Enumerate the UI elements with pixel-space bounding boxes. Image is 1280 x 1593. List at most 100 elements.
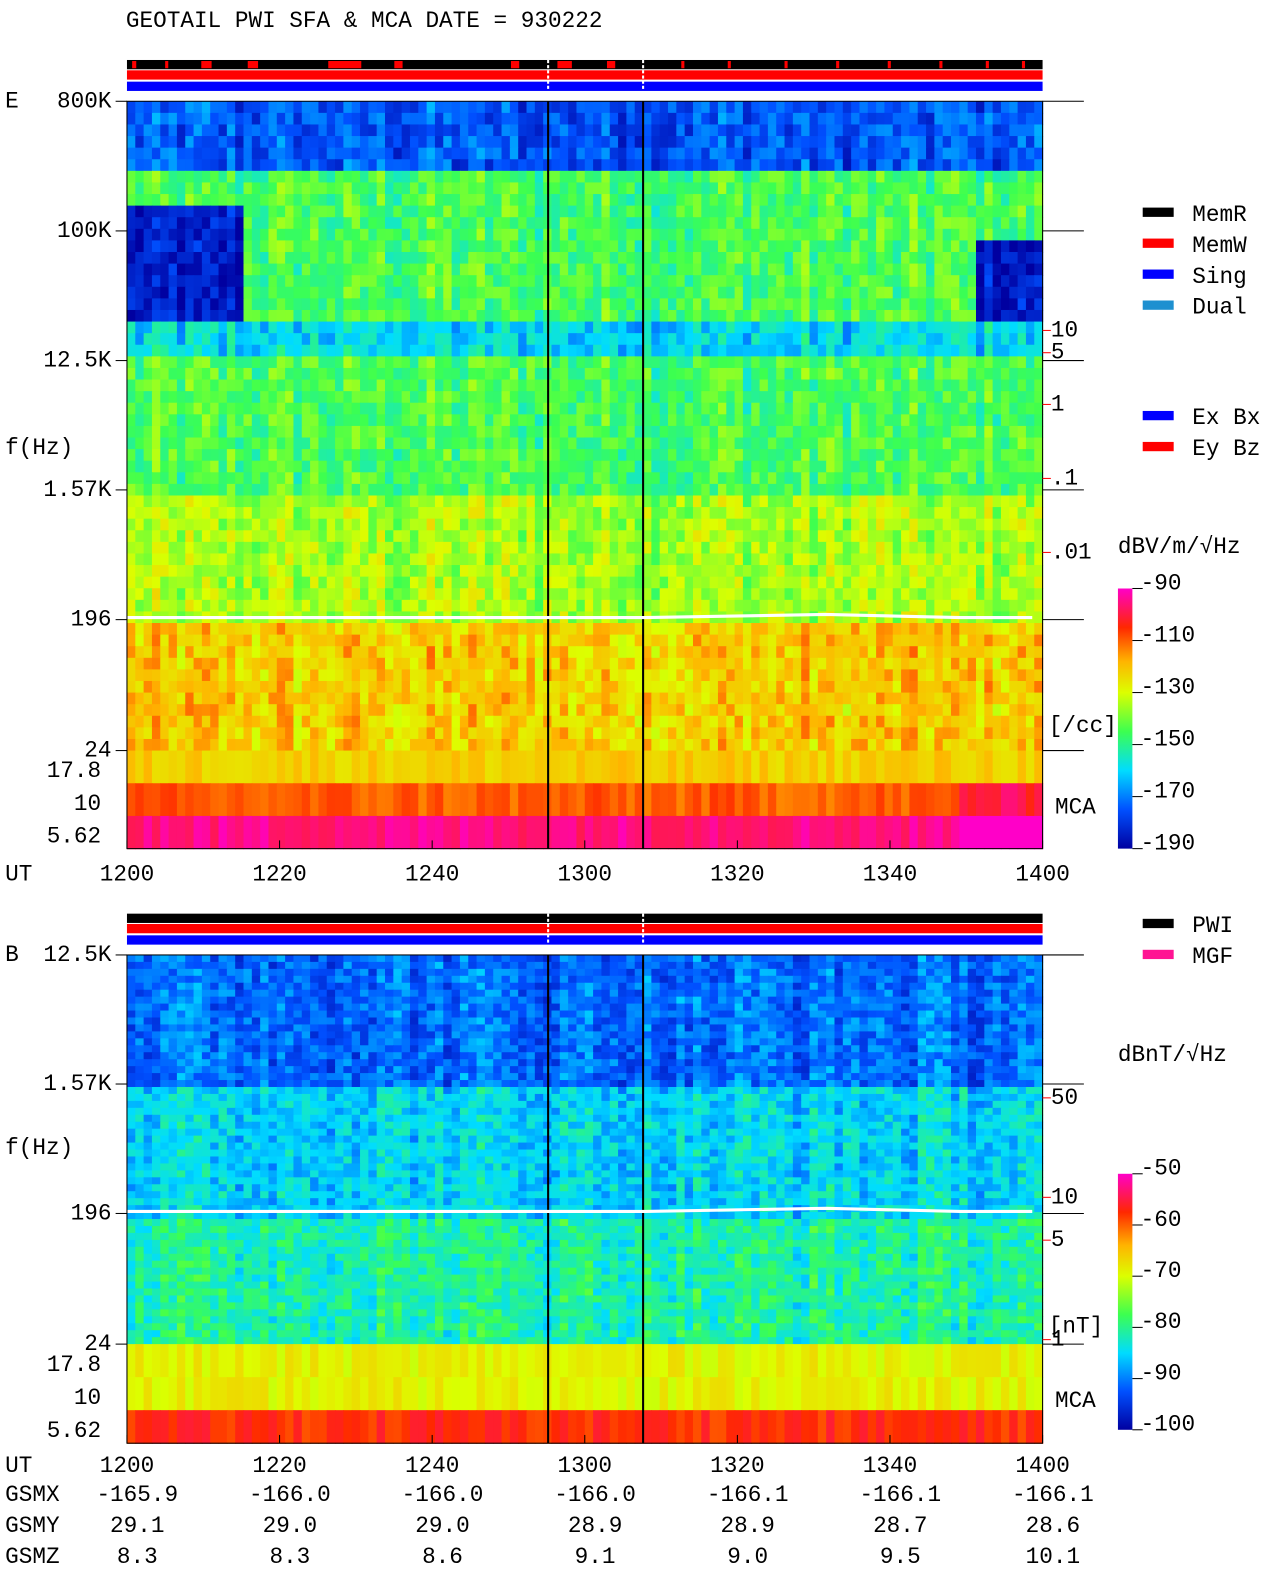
spectrogram-cell <box>409 147 419 160</box>
spectrogram-cell <box>226 263 236 276</box>
spectrogram-cell <box>160 367 170 381</box>
spectrogram-cell <box>826 530 836 543</box>
spectrogram-cell <box>401 356 411 369</box>
spectrogram-cell <box>618 205 628 218</box>
spectrogram-cell <box>534 228 544 242</box>
spectrogram-cell <box>717 391 727 404</box>
spectrogram-cell <box>767 298 777 311</box>
spectrogram-cell <box>235 194 245 207</box>
spectrogram-cell <box>784 379 794 392</box>
spectrogram-cell <box>276 309 286 323</box>
spectrogram-cell <box>942 541 952 555</box>
spectrogram-cell <box>909 101 919 114</box>
spectrogram-cell <box>618 286 628 299</box>
spectrogram-cell <box>809 437 819 450</box>
spectrogram-cell <box>143 217 153 230</box>
status-marker <box>681 61 685 69</box>
spectrogram-cell <box>285 599 295 613</box>
spectrogram-cell <box>876 112 886 126</box>
spectrogram-cell <box>401 194 411 207</box>
spectrogram-cell <box>759 275 769 288</box>
spectrogram-cell <box>468 286 478 299</box>
spectrogram-cell <box>526 437 536 450</box>
spectrogram-cell <box>376 541 386 555</box>
spectrogram-cell <box>426 252 436 265</box>
spectrogram-cell <box>1000 170 1010 184</box>
spectrogram-cell <box>509 147 519 160</box>
spectrogram-cell <box>451 588 461 601</box>
spectrogram-cell <box>767 228 777 242</box>
spectrogram-cell <box>1034 553 1044 566</box>
spectrogram-cell <box>434 182 444 195</box>
spectrogram-cell <box>776 530 786 543</box>
spectrogram-cell <box>1000 449 1010 462</box>
spectrogram-cell <box>393 507 403 520</box>
spectrogram-cell <box>668 344 677 357</box>
spectrogram-cell <box>668 321 677 334</box>
spectrogram-cell <box>551 321 561 334</box>
spectrogram-cell <box>135 205 145 218</box>
spectrogram-cell <box>276 425 286 439</box>
spectrogram-cell <box>576 136 586 149</box>
spectrogram-cell <box>851 263 861 276</box>
spectrogram-cell <box>967 367 977 381</box>
spectrogram-cell <box>235 147 245 160</box>
spectrogram-cell <box>959 402 969 415</box>
spectrogram-cell <box>476 530 486 543</box>
spectrogram-cell <box>534 356 544 369</box>
spectrogram-cell <box>942 530 952 543</box>
spectrogram-cell <box>476 460 486 473</box>
spectrogram-cell <box>351 472 361 485</box>
spectrogram-cell <box>160 472 170 485</box>
spectrogram-cell <box>926 460 935 473</box>
spectrogram-cell <box>942 228 952 242</box>
spectrogram-cell <box>892 576 902 589</box>
spectrogram-cell <box>1000 124 1010 137</box>
spectrogram-cell <box>1034 228 1044 242</box>
spectrogram-cell <box>1009 228 1019 242</box>
spectrogram-cell <box>618 333 628 346</box>
spectrogram-cell <box>817 507 827 520</box>
spectrogram-cell <box>276 449 286 462</box>
spectrogram-cell <box>618 356 628 369</box>
spectrogram-cell <box>226 599 236 613</box>
spectrogram-cell <box>1025 541 1035 555</box>
spectrogram-cell <box>526 275 536 288</box>
spectrogram-cell <box>942 309 952 323</box>
spectrogram-cell <box>1000 298 1010 311</box>
spectrogram-cell <box>709 112 719 126</box>
spectrogram-cell <box>892 391 902 404</box>
spectrogram-cell <box>243 507 253 520</box>
spectrogram-cell <box>984 240 994 253</box>
spectrogram-cell <box>576 553 586 566</box>
spectrogram-cell <box>767 263 777 276</box>
spectrogram-cell <box>335 565 345 578</box>
spectrogram-cell <box>626 518 636 531</box>
spectrogram-cell <box>151 402 161 415</box>
spectrogram-cell <box>1025 379 1035 392</box>
spectrogram-cell <box>151 286 161 299</box>
spectrogram-cell <box>176 402 186 415</box>
spectrogram-cell <box>151 309 161 323</box>
spectrogram-cell <box>975 402 985 415</box>
spectrogram-cell <box>668 472 677 485</box>
spectrogram-cell <box>826 367 836 381</box>
spectrogram-cell <box>484 298 494 311</box>
spectrogram-cell <box>559 112 569 126</box>
spectrogram-cell <box>343 425 353 439</box>
spectrogram-cell <box>842 414 852 427</box>
spectrogram-cell <box>842 182 852 195</box>
spectrogram-cell <box>668 530 677 543</box>
spectrogram-cell <box>701 298 711 311</box>
spectrogram-cell <box>1034 136 1044 149</box>
spectrogram-cell <box>501 449 511 462</box>
spectrogram-cell <box>360 217 369 230</box>
spectrogram-cell <box>368 414 378 427</box>
spectrogram-cell <box>210 460 220 473</box>
spectrogram-cell <box>992 449 1002 462</box>
spectrogram-cell <box>734 344 744 357</box>
spectrogram-cell <box>676 379 686 392</box>
spectrogram-cell <box>226 391 236 404</box>
spectrogram-cell <box>210 565 220 578</box>
spectrogram-cell <box>459 495 469 508</box>
